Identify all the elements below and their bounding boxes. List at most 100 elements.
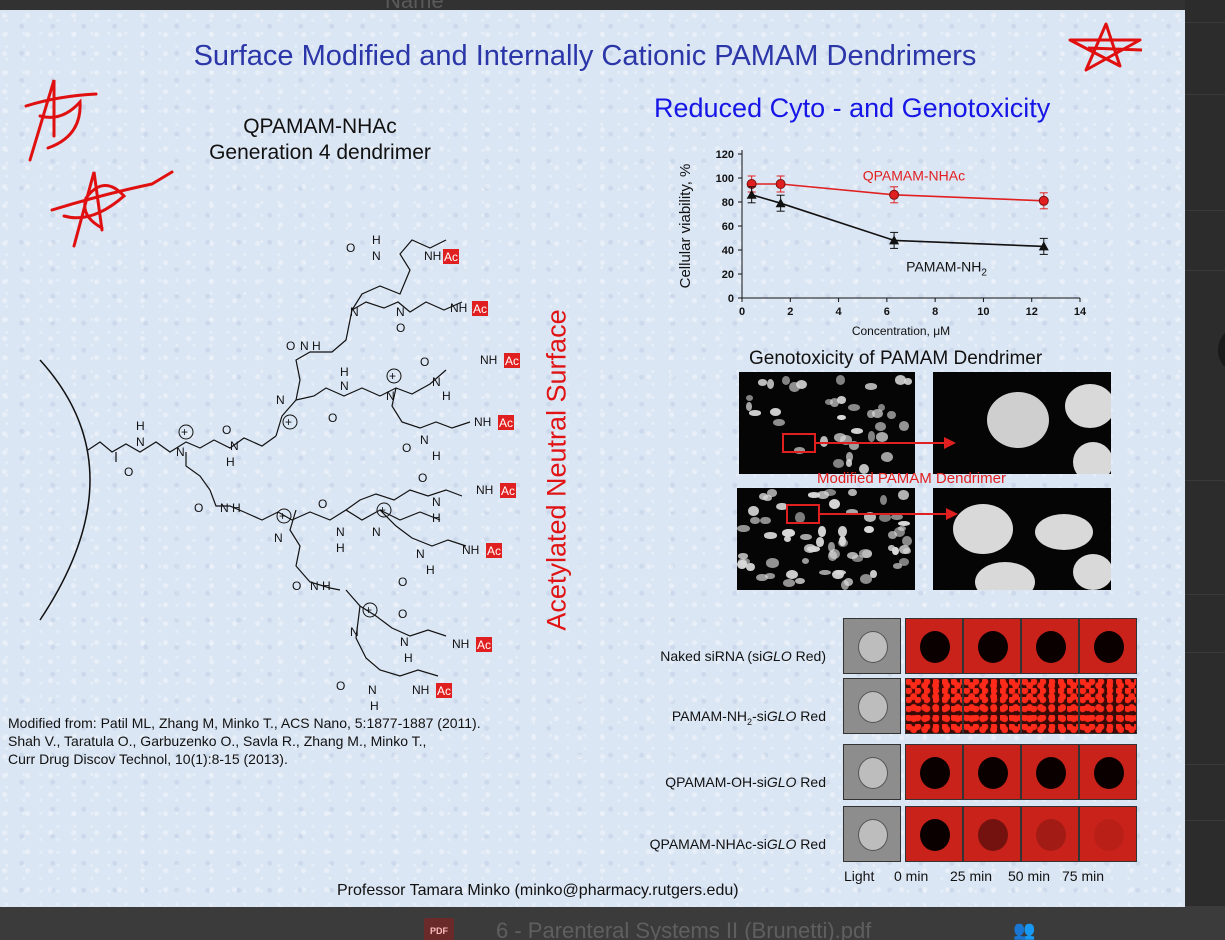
nucleus: [828, 499, 840, 509]
atom-label-h: H: [340, 365, 349, 379]
citation-line: Modified from: Patil ML, Zhang M, Minko …: [8, 715, 481, 731]
fluorescence-tile: [963, 744, 1021, 800]
nucleus: [782, 529, 795, 538]
modified-dendrimer-label: Modified PAMAM Dendrimer: [817, 470, 1006, 487]
nucleus: [758, 493, 769, 501]
nucleus: [1073, 442, 1111, 474]
background-file-row[interactable]: PDF 6 - Parenteral Systems II (Brunetti)…: [0, 906, 1225, 940]
atom-label-nh: N H: [300, 339, 321, 353]
atom-label-h: H: [442, 389, 451, 403]
acetyl-label: Ac: [487, 544, 501, 558]
nucleus: [820, 435, 829, 447]
nucleus: [759, 516, 771, 525]
data-point: [775, 179, 786, 189]
time-label: 25 min: [950, 868, 993, 884]
time-label: 0 min: [894, 868, 929, 884]
fluorescence-tile: [963, 806, 1021, 862]
atom-label-o: O: [292, 579, 301, 593]
y-tick-label: 100: [716, 173, 734, 185]
list-divider: [1185, 594, 1225, 595]
cell-dark-blob: [1036, 631, 1066, 663]
x-tick-label: 14: [1074, 306, 1087, 318]
fluorescence-tile: [1021, 618, 1079, 674]
x-tick-label: 2: [787, 306, 793, 318]
nucleus: [745, 562, 755, 572]
data-point: [889, 189, 900, 200]
nucleus: [816, 490, 829, 500]
nucleus: [859, 573, 872, 584]
nucleus: [880, 494, 888, 505]
atom-label-n: N: [136, 435, 145, 449]
cell-dark-blob: [1036, 757, 1066, 789]
nucleus: [888, 531, 897, 540]
nucleus: [899, 420, 910, 431]
highlight-box: [782, 433, 816, 453]
nucleus: [975, 562, 1035, 590]
nucleus: [837, 538, 849, 547]
atom-label-n: N: [368, 683, 377, 697]
atom-label-n: N: [276, 393, 285, 407]
cell-outline: [858, 631, 888, 663]
background-file-name[interactable]: 6 - Parenteral Systems II (Brunetti).pdf: [496, 918, 872, 940]
nucleus: [833, 433, 846, 443]
atom-label-nh: NH: [474, 415, 491, 429]
nucleus: [887, 410, 897, 419]
atom-label-n: N: [372, 525, 381, 539]
nucleus: [737, 553, 749, 559]
atom-label-n: N: [274, 531, 283, 545]
nucleus: [737, 524, 750, 533]
nucleus: [888, 544, 895, 551]
cell-dark-blob: [1036, 819, 1066, 851]
list-divider: [1185, 480, 1225, 481]
highlight-box: [786, 504, 820, 524]
atom-label-o: O: [336, 679, 345, 693]
nucleus: [757, 379, 768, 386]
nucleus: [871, 409, 884, 419]
side-action-button[interactable]: [1218, 330, 1225, 370]
nucleus: [828, 542, 835, 553]
cell-dark-blob: [1094, 819, 1124, 851]
molecule-title: QPAMAM-NHAc Generation 4 dendrimer: [170, 114, 470, 166]
atom-label-nh: N H: [310, 579, 331, 593]
atom-label-n: N: [396, 305, 405, 319]
list-divider: [1185, 764, 1225, 765]
background-column-header: Name: [385, 0, 444, 13]
charge-plus-label: +: [181, 425, 188, 439]
micrograph-unmodified-wide: [739, 372, 915, 474]
nucleus: [830, 398, 839, 408]
star-scribble-icon: [50, 170, 174, 248]
nucleus: [897, 521, 911, 527]
nucleus: [837, 414, 847, 421]
nucleus: [1073, 554, 1111, 590]
atom-label-nh: NH: [424, 249, 441, 263]
cell-dark-blob: [920, 631, 950, 663]
nucleus: [807, 546, 820, 552]
nucleus: [765, 573, 775, 579]
micrograph-modified-wide: [737, 488, 915, 590]
series-line: [751, 183, 1044, 202]
uptake-row-label: QPAMAM-OH-siGLO Red: [665, 774, 826, 790]
y-tick-label: 120: [716, 149, 734, 161]
atom-label-o: O: [402, 441, 411, 455]
uptake-row-label: Naked siRNA (siGLO Red): [660, 648, 826, 664]
nucleus: [893, 526, 905, 537]
dendrimer-structure-diagram: + + + + + + H N O N N H O N O N H O H N …: [39, 233, 520, 710]
fluorescence-tile: [1079, 678, 1137, 734]
nucleus: [953, 504, 1013, 554]
nucleus: [756, 573, 769, 582]
nucleus: [833, 459, 845, 468]
nucleus: [898, 558, 910, 567]
nucleus: [767, 489, 778, 497]
nucleus: [816, 537, 825, 547]
atom-label-n: N: [386, 389, 395, 403]
nucleus: [874, 421, 887, 431]
fluorescence-tile: [963, 678, 1021, 734]
nucleus: [794, 512, 806, 523]
atom-label-o: O: [328, 411, 337, 425]
nucleus: [824, 399, 834, 405]
atom-label-o: O: [396, 321, 405, 335]
nucleus: [749, 516, 760, 525]
y-tick-label: 0: [728, 293, 734, 305]
nucleus: [870, 569, 877, 578]
light-micrograph-tile: [843, 806, 901, 862]
